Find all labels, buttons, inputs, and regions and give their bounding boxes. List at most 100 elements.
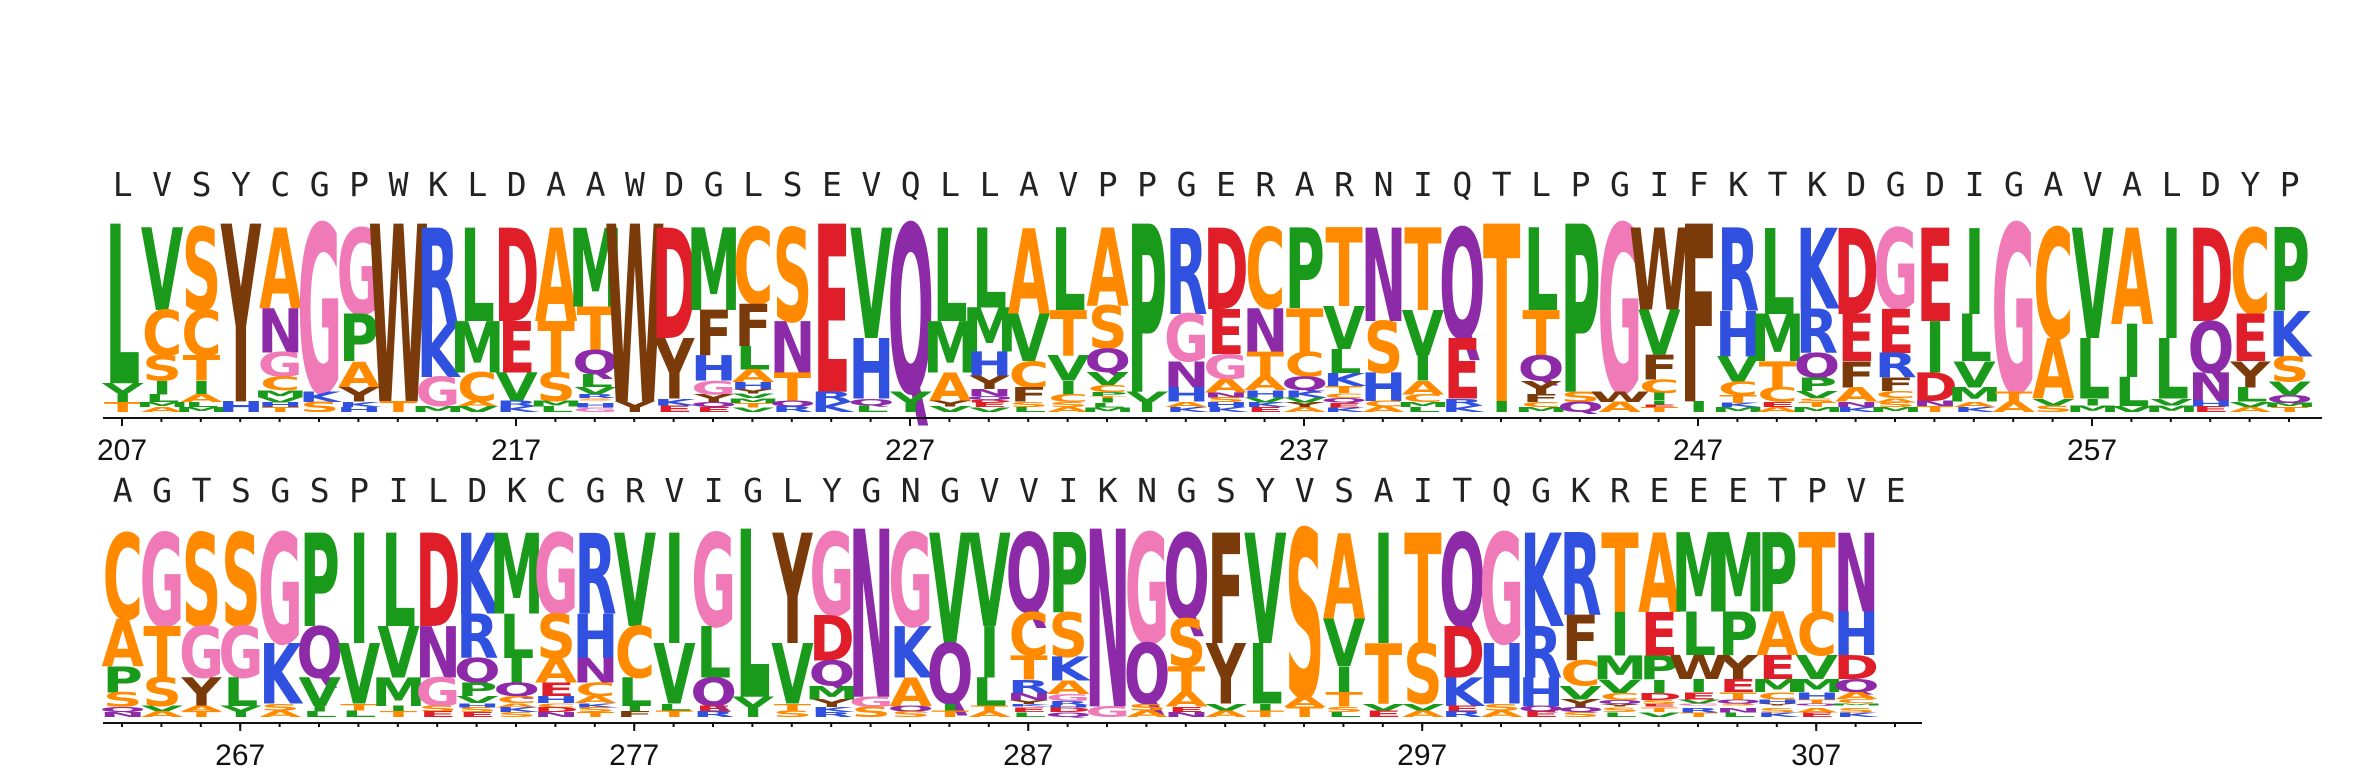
logo-letter: V xyxy=(2071,197,2113,374)
consensus-letter: D xyxy=(467,471,487,510)
logo-letter: D xyxy=(967,400,1013,404)
x-tick-label: 307 xyxy=(1791,739,1841,772)
logo-letter: V xyxy=(574,385,617,397)
logo-letter: T xyxy=(1759,354,1797,396)
logo-letter: W xyxy=(1590,389,1651,405)
logo-letter: M xyxy=(686,205,741,337)
logo-letter: T xyxy=(1365,627,1402,724)
logo-letter: D xyxy=(2188,204,2234,352)
logo-letter: L xyxy=(1405,406,1440,414)
consensus-letter: S xyxy=(192,165,212,204)
logo-letter: P xyxy=(1127,177,1167,447)
consensus-letter: K xyxy=(1807,165,1827,204)
logo-letter: K xyxy=(574,702,619,708)
logo-letter: A xyxy=(1244,373,1287,395)
logo-letter: G xyxy=(691,377,736,399)
logo-letter: T xyxy=(1798,401,1836,409)
logo-letter: S xyxy=(1876,401,1916,409)
logo-letter: M xyxy=(1868,406,1923,414)
logo-letter: N xyxy=(573,651,619,690)
logo-letter: C xyxy=(260,373,300,395)
consensus-letter: R xyxy=(1334,165,1354,204)
logo-letter: G xyxy=(337,203,382,342)
logo-letter: E xyxy=(1325,402,1362,409)
logo-letter: V xyxy=(1796,389,1839,401)
logo-letter: S xyxy=(852,705,892,721)
logo-letter: M xyxy=(135,401,190,409)
logo-letter: Q xyxy=(966,395,1013,401)
logo-letter: N xyxy=(848,482,894,752)
logo-letter: P xyxy=(1639,649,1679,688)
logo-letter: G xyxy=(179,612,224,695)
logo-letter: R xyxy=(1796,296,1838,367)
logo-letter: C xyxy=(615,612,655,695)
logo-letter: P xyxy=(339,302,379,378)
logo-letter: V xyxy=(377,612,420,695)
logo-letter: R xyxy=(811,711,853,719)
logo-letter: L xyxy=(972,671,1007,716)
logo-letter: P xyxy=(2270,206,2310,338)
logo-letter: D xyxy=(809,603,855,675)
logo-letter: L xyxy=(1011,406,1046,414)
logo-letter: S xyxy=(536,601,575,672)
logo-letter: D xyxy=(652,197,698,374)
logo-letter: D xyxy=(1834,203,1880,342)
logo-letter: M xyxy=(1790,406,1845,414)
logo-letter: K xyxy=(1953,406,1998,414)
logo-letter: T xyxy=(2271,406,2309,414)
logo-letter: L xyxy=(1248,627,1283,724)
logo-letter: C xyxy=(1363,400,1403,409)
logo-letter: K xyxy=(1205,406,1250,414)
logo-letter: Q xyxy=(1794,703,1841,706)
consensus-letter: P xyxy=(1571,165,1591,204)
logo-letter: C xyxy=(457,366,497,411)
logo-letter: I xyxy=(191,377,211,399)
logo-letter: C xyxy=(1836,698,1876,704)
logo-letter: A xyxy=(1047,677,1090,698)
logo-letter: Y xyxy=(1283,401,1325,409)
logo-letter: T xyxy=(143,612,180,695)
logo-letter: H xyxy=(1045,705,1091,709)
logo-letter: F xyxy=(1680,175,1717,459)
logo-letter: M xyxy=(1750,302,1805,378)
logo-letter: S xyxy=(891,710,930,719)
logo-letter: R xyxy=(1875,346,1917,385)
consensus-letter: E xyxy=(1216,165,1236,204)
consensus-letter: P xyxy=(1807,471,1827,510)
logo-letter: V xyxy=(1559,682,1602,704)
logo-letter: M xyxy=(1593,649,1648,688)
logo-letter: T xyxy=(1325,208,1362,333)
logo-letter: Q xyxy=(1794,346,1841,385)
logo-letter: I xyxy=(152,377,172,399)
consensus-letter: D xyxy=(1925,165,1945,204)
logo-letter: Q xyxy=(848,397,895,407)
logo-letter: G xyxy=(140,509,185,657)
consensus-letter: L xyxy=(2162,165,2182,204)
logo-letter: T xyxy=(1995,389,2033,405)
logo-letter: V xyxy=(1323,295,1365,363)
logo-letter: H xyxy=(967,345,1013,384)
consensus-letter: V xyxy=(980,471,1000,510)
logo-letter: M xyxy=(1947,384,2002,407)
x-tick-label: 217 xyxy=(491,434,541,467)
logo-letter: D xyxy=(1046,706,1092,714)
consensus-letter: G xyxy=(586,471,606,510)
logo-letter: R xyxy=(574,511,616,640)
logo-letter: T xyxy=(1404,205,1442,337)
consensus-letter: V xyxy=(664,471,684,510)
logo-letter: A xyxy=(968,710,1011,719)
logo-letter: K xyxy=(1283,388,1328,400)
logo-letter: G xyxy=(1046,692,1091,704)
logo-letter: F xyxy=(734,294,771,361)
logo-letter: Q xyxy=(1833,675,1880,696)
x-tick-label: 227 xyxy=(885,434,935,467)
logo-letter: S xyxy=(576,398,615,401)
logo-letter: C xyxy=(1757,384,1797,407)
logo-letter: K xyxy=(811,400,856,416)
logo-letter: E xyxy=(1207,297,1244,369)
logo-letter: L xyxy=(854,404,889,414)
consensus-letter: G xyxy=(704,165,724,204)
logo-letter: A xyxy=(889,671,932,716)
logo-letter: H xyxy=(218,399,264,416)
